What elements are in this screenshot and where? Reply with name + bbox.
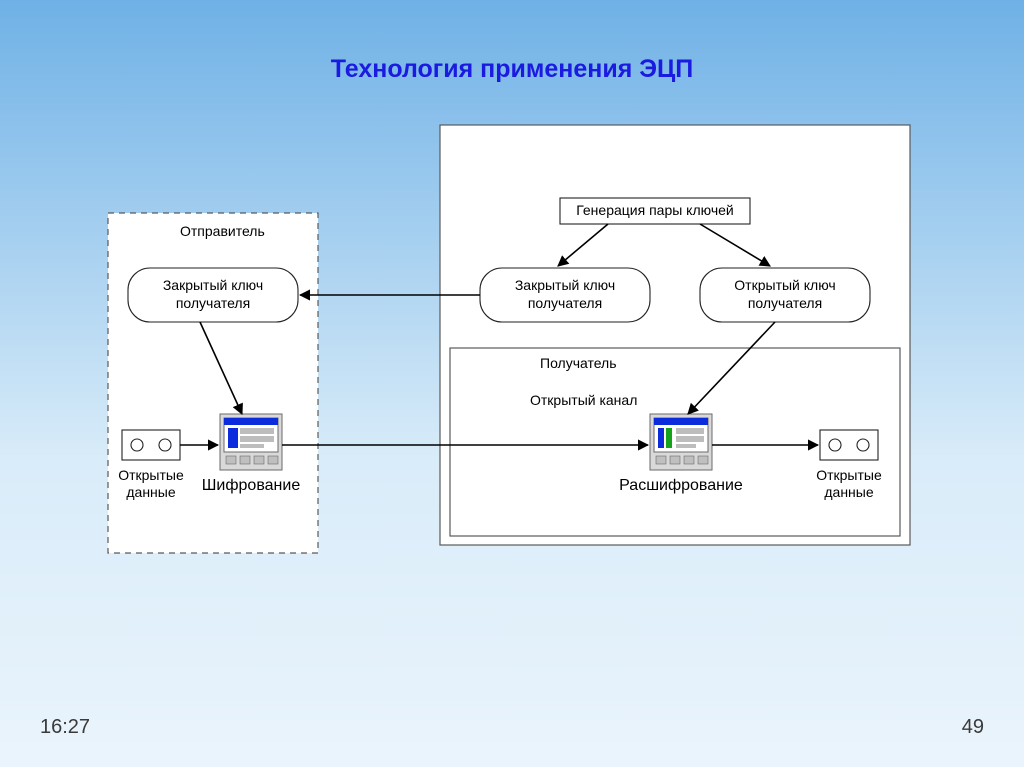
node-public-key: Открытый ключ получателя	[700, 268, 870, 322]
svg-text:Шифрование: Шифрование	[202, 477, 301, 494]
svg-text:получателя: получателя	[528, 295, 602, 311]
node-private-key-right: Закрытый ключ получателя	[480, 268, 650, 322]
svg-text:данные: данные	[126, 484, 175, 500]
svg-text:Открытый ключ: Открытый ключ	[734, 277, 835, 293]
svg-text:получателя: получателя	[748, 295, 822, 311]
svg-text:данные: данные	[824, 484, 873, 500]
diagram-canvas: Отправитель Получатель Генерация пары кл…	[0, 0, 1024, 767]
panel-sender	[108, 213, 318, 553]
svg-text:получателя: получателя	[176, 295, 250, 311]
svg-text:Открытые: Открытые	[118, 467, 184, 483]
computer-icon	[650, 414, 712, 470]
svg-text:Расшифрование: Расшифрование	[619, 477, 743, 494]
svg-text:Открытые: Открытые	[816, 467, 882, 483]
node-private-key-left: Закрытый ключ получателя	[128, 268, 298, 322]
computer-icon	[220, 414, 282, 470]
label-sender: Отправитель	[180, 223, 265, 239]
slide: Технология применения ЭЦП 16:27 49 Отпра…	[0, 0, 1024, 767]
svg-text:Закрытый ключ: Закрытый ключ	[515, 277, 615, 293]
label-channel: Открытый канал	[530, 392, 637, 408]
svg-text:Закрытый ключ: Закрытый ключ	[163, 277, 263, 293]
node-keygen: Генерация пары ключей	[560, 198, 750, 224]
svg-text:Генерация пары ключей: Генерация пары ключей	[576, 202, 733, 218]
label-receiver: Получатель	[540, 355, 617, 371]
